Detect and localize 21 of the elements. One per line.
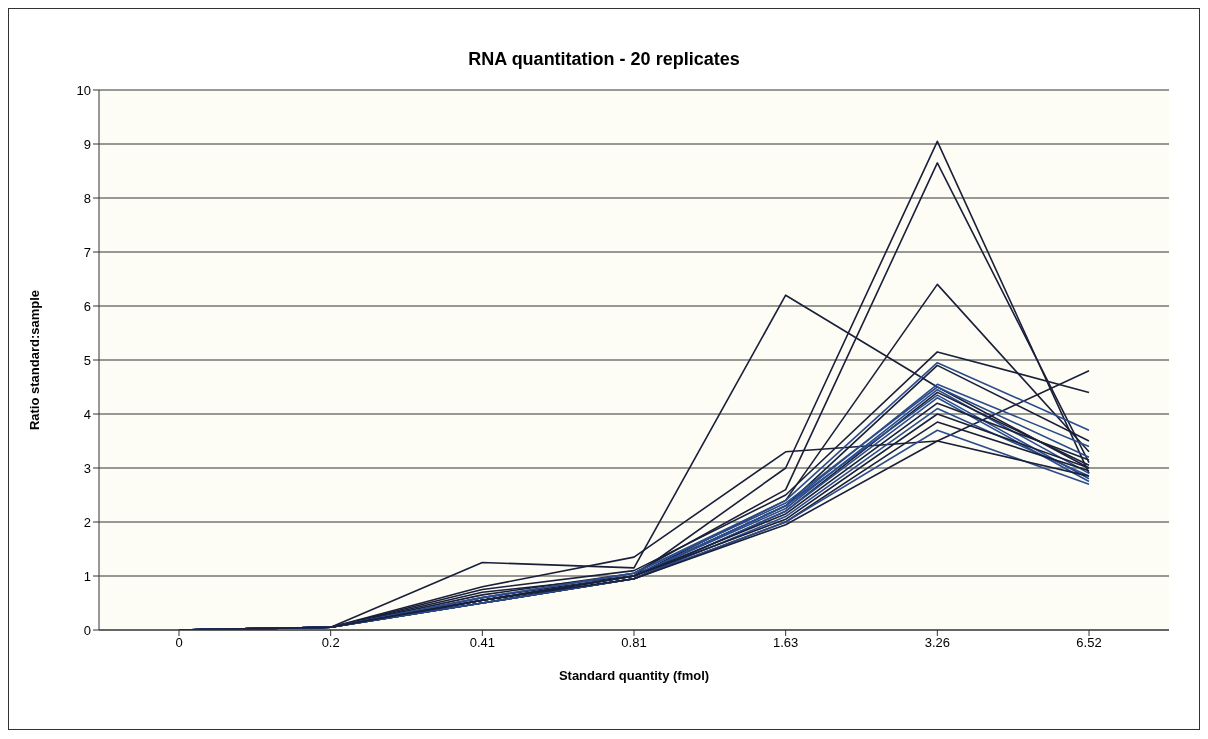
x-tick-label: 1.63 (773, 635, 799, 651)
y-tick-label: 1 (83, 568, 91, 584)
y-tick-label: 8 (83, 190, 91, 206)
y-axis-title: Ratio standard:sample (26, 289, 42, 431)
y-tick-label: 5 (83, 352, 91, 368)
x-tick-label: 0.81 (621, 635, 647, 651)
y-tick-label: 0 (83, 622, 91, 638)
x-axis-title: Standard quantity (fmol) (558, 668, 710, 683)
y-tick-label: 2 (83, 514, 91, 530)
y-tick-label: 9 (83, 136, 91, 152)
chart-title: RNA quantitation - 20 replicates (467, 49, 741, 70)
y-tick-label: 4 (83, 406, 91, 422)
x-tick-label: 6.52 (1076, 635, 1102, 651)
x-tick-label: 3.26 (924, 635, 950, 651)
y-tick-label: 3 (83, 460, 91, 476)
x-tick-label: 0 (175, 635, 183, 651)
x-tick-label: 0.2 (321, 635, 340, 651)
y-tick-label: 10 (76, 82, 91, 98)
y-tick-label: 6 (83, 298, 91, 314)
x-tick-label: 0.41 (469, 635, 495, 651)
y-tick-label: 7 (83, 244, 91, 260)
